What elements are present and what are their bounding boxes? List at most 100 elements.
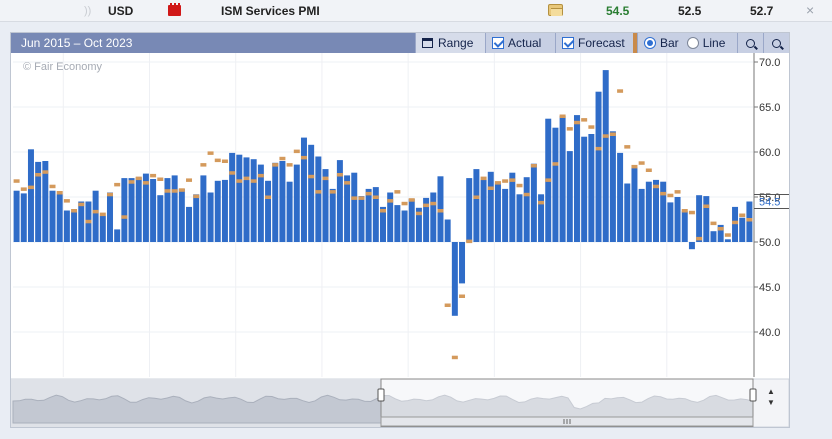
forecast-mark bbox=[99, 212, 106, 217]
bar-radio-label: Bar bbox=[660, 36, 679, 50]
actual-bar bbox=[344, 175, 351, 242]
actual-bar bbox=[415, 207, 422, 242]
forecast-checkbox[interactable] bbox=[562, 37, 574, 49]
forecast-mark bbox=[365, 191, 372, 196]
forecast-mark bbox=[49, 184, 56, 189]
forecast-mark bbox=[559, 114, 566, 118]
actual-bar bbox=[265, 180, 272, 242]
actual-bar bbox=[322, 169, 329, 242]
actual-bar bbox=[78, 201, 85, 242]
actual-bar bbox=[150, 179, 157, 242]
actual-bar bbox=[193, 194, 200, 242]
actual-bar bbox=[186, 206, 193, 242]
actual-bar bbox=[387, 192, 394, 242]
pmi-bar-chart: 40.045.050.055.060.065.070.054.520162017… bbox=[11, 53, 789, 427]
forecast-mark bbox=[602, 134, 609, 138]
actual-bar bbox=[523, 177, 530, 242]
forecast-mark bbox=[207, 151, 214, 155]
actual-toggle[interactable]: Actual bbox=[485, 33, 555, 53]
zoom-in-icon bbox=[746, 38, 755, 48]
actual-bar bbox=[351, 172, 358, 242]
forecast-mark bbox=[214, 158, 221, 163]
range-button[interactable]: Range bbox=[415, 33, 485, 53]
zoom-out-icon bbox=[772, 38, 781, 48]
actual-bar bbox=[430, 192, 437, 242]
actual-bar bbox=[588, 134, 595, 242]
actual-bar bbox=[681, 211, 688, 242]
actual-bar bbox=[746, 201, 753, 242]
actual-bar bbox=[487, 171, 494, 242]
forecast-mark bbox=[121, 215, 128, 219]
actual-bar bbox=[401, 210, 408, 242]
forecast-mark bbox=[566, 127, 573, 131]
actual-bar bbox=[660, 181, 667, 242]
actual-bar bbox=[92, 190, 99, 242]
actual-bar bbox=[530, 163, 537, 242]
line-radio[interactable] bbox=[686, 37, 699, 49]
actual-bar bbox=[602, 70, 609, 242]
forecast-mark bbox=[372, 195, 379, 199]
close-icon[interactable]: × bbox=[806, 2, 815, 18]
actual-checkbox[interactable] bbox=[492, 37, 504, 49]
forecast-mark bbox=[329, 190, 336, 194]
actual-bar bbox=[394, 205, 401, 242]
forecast-mark bbox=[293, 149, 300, 154]
forecast-mark bbox=[473, 195, 480, 199]
actual-bar bbox=[13, 190, 20, 242]
actual-bar bbox=[42, 161, 49, 242]
forecast-mark bbox=[272, 163, 279, 167]
actual-bar bbox=[595, 91, 602, 242]
actual-bar bbox=[609, 131, 616, 242]
forecast-mark bbox=[703, 204, 710, 208]
high-impact-folder-icon bbox=[168, 3, 181, 16]
actual-bar bbox=[106, 192, 113, 242]
actual-bar bbox=[617, 152, 624, 242]
forecast-toggle[interactable]: Forecast bbox=[555, 33, 637, 53]
forecast-mark bbox=[63, 199, 70, 203]
sound-impact-icon: )) bbox=[84, 5, 92, 17]
event-title[interactable]: ISM Services PMI bbox=[221, 4, 320, 18]
copyright-label: © Fair Economy bbox=[23, 61, 103, 73]
y-tick-label: 70.0 bbox=[759, 57, 780, 69]
y-tick-label: 45.0 bbox=[759, 282, 780, 294]
actual-bar bbox=[466, 178, 473, 242]
forecast-mark bbox=[746, 218, 753, 222]
event-forecast-value: 52.5 bbox=[678, 4, 702, 18]
forecast-mark bbox=[344, 181, 351, 185]
forecast-mark bbox=[229, 171, 236, 175]
zoom-in-button[interactable] bbox=[737, 33, 763, 53]
forecast-mark bbox=[739, 213, 746, 217]
actual-bar bbox=[494, 182, 501, 242]
forecast-mark bbox=[20, 187, 27, 191]
forecast-mark bbox=[667, 193, 674, 198]
forecast-mark bbox=[724, 233, 731, 237]
actual-bar bbox=[329, 188, 336, 242]
bar-radio[interactable] bbox=[644, 37, 656, 49]
actual-bar bbox=[732, 206, 739, 242]
zoom-out-button[interactable] bbox=[763, 33, 789, 53]
forecast-mark bbox=[308, 174, 315, 179]
actual-bar bbox=[71, 211, 78, 242]
folder-open-icon[interactable] bbox=[548, 4, 563, 16]
forecast-mark bbox=[502, 179, 509, 183]
actual-bar bbox=[717, 224, 724, 242]
y-tick-label: 65.0 bbox=[759, 102, 780, 114]
forecast-mark bbox=[437, 209, 444, 213]
scroll-down-icon[interactable]: ▼ bbox=[767, 398, 775, 407]
actual-bar bbox=[135, 177, 142, 242]
forecast-mark bbox=[322, 176, 329, 181]
forecast-mark bbox=[250, 179, 257, 183]
forecast-mark bbox=[358, 196, 365, 200]
y-tick-label: 60.0 bbox=[759, 147, 780, 159]
actual-bar bbox=[20, 193, 27, 242]
forecast-mark bbox=[631, 164, 638, 169]
actual-bar bbox=[538, 194, 545, 242]
forecast-mark bbox=[552, 162, 559, 166]
actual-bar bbox=[250, 159, 257, 242]
forecast-mark bbox=[164, 189, 171, 193]
forecast-mark bbox=[466, 239, 473, 244]
scroll-up-icon[interactable]: ▲ bbox=[767, 387, 775, 396]
forecast-mark bbox=[696, 236, 703, 241]
actual-bar bbox=[566, 151, 573, 242]
forecast-mark bbox=[430, 201, 437, 206]
